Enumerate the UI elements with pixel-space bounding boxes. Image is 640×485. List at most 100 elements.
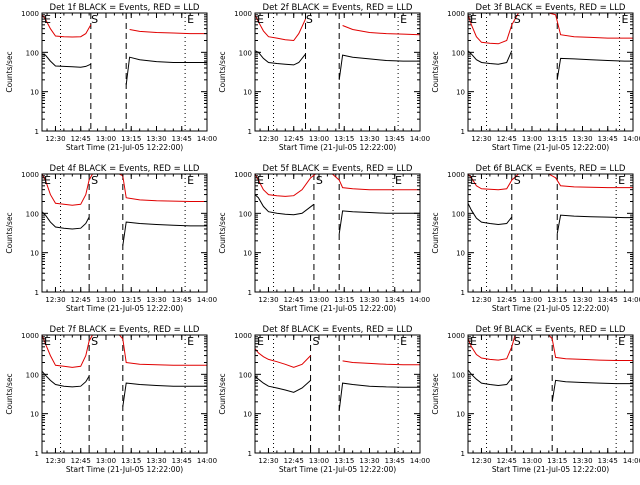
y-tick-label: 1000 bbox=[234, 171, 252, 179]
event-marker-label: S bbox=[316, 174, 323, 187]
y-tick-label: 1 bbox=[35, 450, 39, 458]
x-tick-label: 13:00 bbox=[522, 296, 542, 304]
panel-title: Det 4f BLACK = Events, RED = LLD bbox=[50, 164, 200, 174]
x-tick-label: 14:00 bbox=[410, 457, 430, 465]
x-tick-label: 13:00 bbox=[309, 457, 329, 465]
x-tick-label: 13:30 bbox=[359, 457, 379, 465]
x-tick-label: 12:45 bbox=[71, 296, 91, 304]
events-series-line bbox=[467, 203, 633, 234]
panel-title: Det 5f BLACK = Events, RED = LLD bbox=[263, 164, 413, 174]
x-tick-label: 14:00 bbox=[197, 457, 217, 465]
x-tick-label: 13:45 bbox=[598, 296, 618, 304]
plot-frame bbox=[254, 173, 421, 293]
x-tick-label: 14:00 bbox=[623, 457, 640, 465]
x-tick-label: 13:45 bbox=[172, 296, 192, 304]
event-marker-label: S bbox=[514, 335, 521, 348]
y-tick-label: 1000 bbox=[234, 332, 252, 340]
x-tick-label: 13:15 bbox=[121, 135, 141, 143]
x-tick-label: 13:30 bbox=[146, 135, 166, 143]
x-tick-label: 12:45 bbox=[71, 457, 91, 465]
y-tick-label: 100 bbox=[239, 371, 252, 379]
panel-title: Det 6f BLACK = Events, RED = LLD bbox=[476, 164, 626, 174]
x-tick-label: 13:30 bbox=[359, 135, 379, 143]
y-tick-label: 100 bbox=[26, 371, 39, 379]
x-tick-label: 14:00 bbox=[623, 296, 640, 304]
detector-panel: Det 6f BLACK = Events, RED = LLD Counts/s… bbox=[431, 164, 640, 313]
x-tick-label: 12:30 bbox=[258, 457, 278, 465]
x-axis-label: Start Time (21-Jul-05 12:22:00) bbox=[279, 465, 396, 474]
event-marker-label: E bbox=[187, 335, 194, 348]
x-tick-label: 13:00 bbox=[96, 135, 116, 143]
detector-panel: Det 2f BLACK = Events, RED = LLD Counts/s… bbox=[218, 3, 430, 152]
plot-frame bbox=[467, 12, 634, 132]
lld-series-line bbox=[41, 14, 207, 38]
event-marker-label: S bbox=[91, 13, 98, 26]
y-tick-label: 100 bbox=[452, 49, 465, 57]
y-tick-label: 1000 bbox=[21, 171, 39, 179]
y-axis-label: Counts/sec bbox=[5, 373, 14, 414]
events-series-line bbox=[41, 53, 207, 85]
x-tick-label: 12:45 bbox=[497, 135, 517, 143]
x-axis-label: Start Time (21-Jul-05 12:22:00) bbox=[492, 465, 609, 474]
plot-frame bbox=[254, 12, 421, 132]
event-marker-label: S bbox=[514, 174, 521, 187]
event-marker-label: S bbox=[313, 335, 320, 348]
x-tick-label: 13:15 bbox=[547, 296, 567, 304]
y-tick-label: 1000 bbox=[21, 10, 39, 18]
x-tick-label: 13:45 bbox=[385, 296, 405, 304]
y-tick-label: 100 bbox=[452, 210, 465, 218]
x-tick-label: 13:15 bbox=[547, 457, 567, 465]
x-tick-label: 13:45 bbox=[172, 135, 192, 143]
x-tick-label: 13:30 bbox=[146, 296, 166, 304]
event-marker-label: E bbox=[470, 174, 477, 187]
y-tick-label: 1 bbox=[248, 128, 252, 136]
event-marker-label: E bbox=[44, 13, 51, 26]
x-tick-label: 14:00 bbox=[197, 296, 217, 304]
events-series-line bbox=[467, 369, 633, 402]
x-tick-label: 14:00 bbox=[623, 135, 640, 143]
x-tick-label: 13:00 bbox=[522, 457, 542, 465]
event-marker-label: E bbox=[400, 13, 407, 26]
event-marker-label: S bbox=[91, 335, 98, 348]
x-tick-label: 12:30 bbox=[45, 296, 65, 304]
x-tick-label: 13:00 bbox=[96, 296, 116, 304]
detector-panel: Det 8f BLACK = Events, RED = LLD Counts/s… bbox=[218, 325, 430, 474]
y-tick-label: 100 bbox=[239, 210, 252, 218]
y-axis-label: Counts/sec bbox=[5, 212, 14, 253]
events-series-line bbox=[41, 370, 207, 407]
y-axis-label: Counts/sec bbox=[218, 212, 227, 253]
y-tick-label: 1000 bbox=[447, 171, 465, 179]
panel-title: Det 3f BLACK = Events, RED = LLD bbox=[476, 3, 626, 13]
event-marker-label: S bbox=[514, 13, 521, 26]
x-tick-label: 13:00 bbox=[522, 135, 542, 143]
x-tick-label: 12:30 bbox=[45, 457, 65, 465]
y-tick-label: 1 bbox=[35, 128, 39, 136]
event-marker-label: E bbox=[257, 174, 264, 187]
detector-panel: Det 7f BLACK = Events, RED = LLD Counts/s… bbox=[5, 325, 217, 474]
y-tick-label: 1 bbox=[461, 289, 465, 297]
y-axis-label: Counts/sec bbox=[431, 51, 440, 92]
event-marker-label: E bbox=[618, 335, 625, 348]
x-tick-label: 13:00 bbox=[309, 296, 329, 304]
panel-title: Det 2f BLACK = Events, RED = LLD bbox=[263, 3, 413, 13]
lld-series-line bbox=[467, 12, 633, 45]
x-tick-label: 12:30 bbox=[471, 135, 491, 143]
event-marker-label: E bbox=[187, 174, 194, 187]
x-axis-label: Start Time (21-Jul-05 12:22:00) bbox=[279, 143, 396, 152]
x-axis-label: Start Time (21-Jul-05 12:22:00) bbox=[492, 143, 609, 152]
x-tick-label: 12:45 bbox=[284, 135, 304, 143]
detector-panel: Det 1f BLACK = Events, RED = LLD Counts/s… bbox=[5, 3, 217, 152]
x-tick-label: 12:45 bbox=[497, 457, 517, 465]
plot-frame bbox=[254, 334, 421, 454]
y-tick-label: 1000 bbox=[447, 332, 465, 340]
y-tick-label: 1 bbox=[461, 450, 465, 458]
x-tick-label: 13:30 bbox=[572, 457, 592, 465]
y-tick-label: 1000 bbox=[21, 332, 39, 340]
event-marker-label: E bbox=[622, 13, 629, 26]
y-tick-label: 10 bbox=[243, 250, 252, 258]
x-axis-label: Start Time (21-Jul-05 12:22:00) bbox=[66, 465, 183, 474]
lld-series-line bbox=[467, 173, 633, 191]
x-axis-label: Start Time (21-Jul-05 12:22:00) bbox=[66, 304, 183, 313]
